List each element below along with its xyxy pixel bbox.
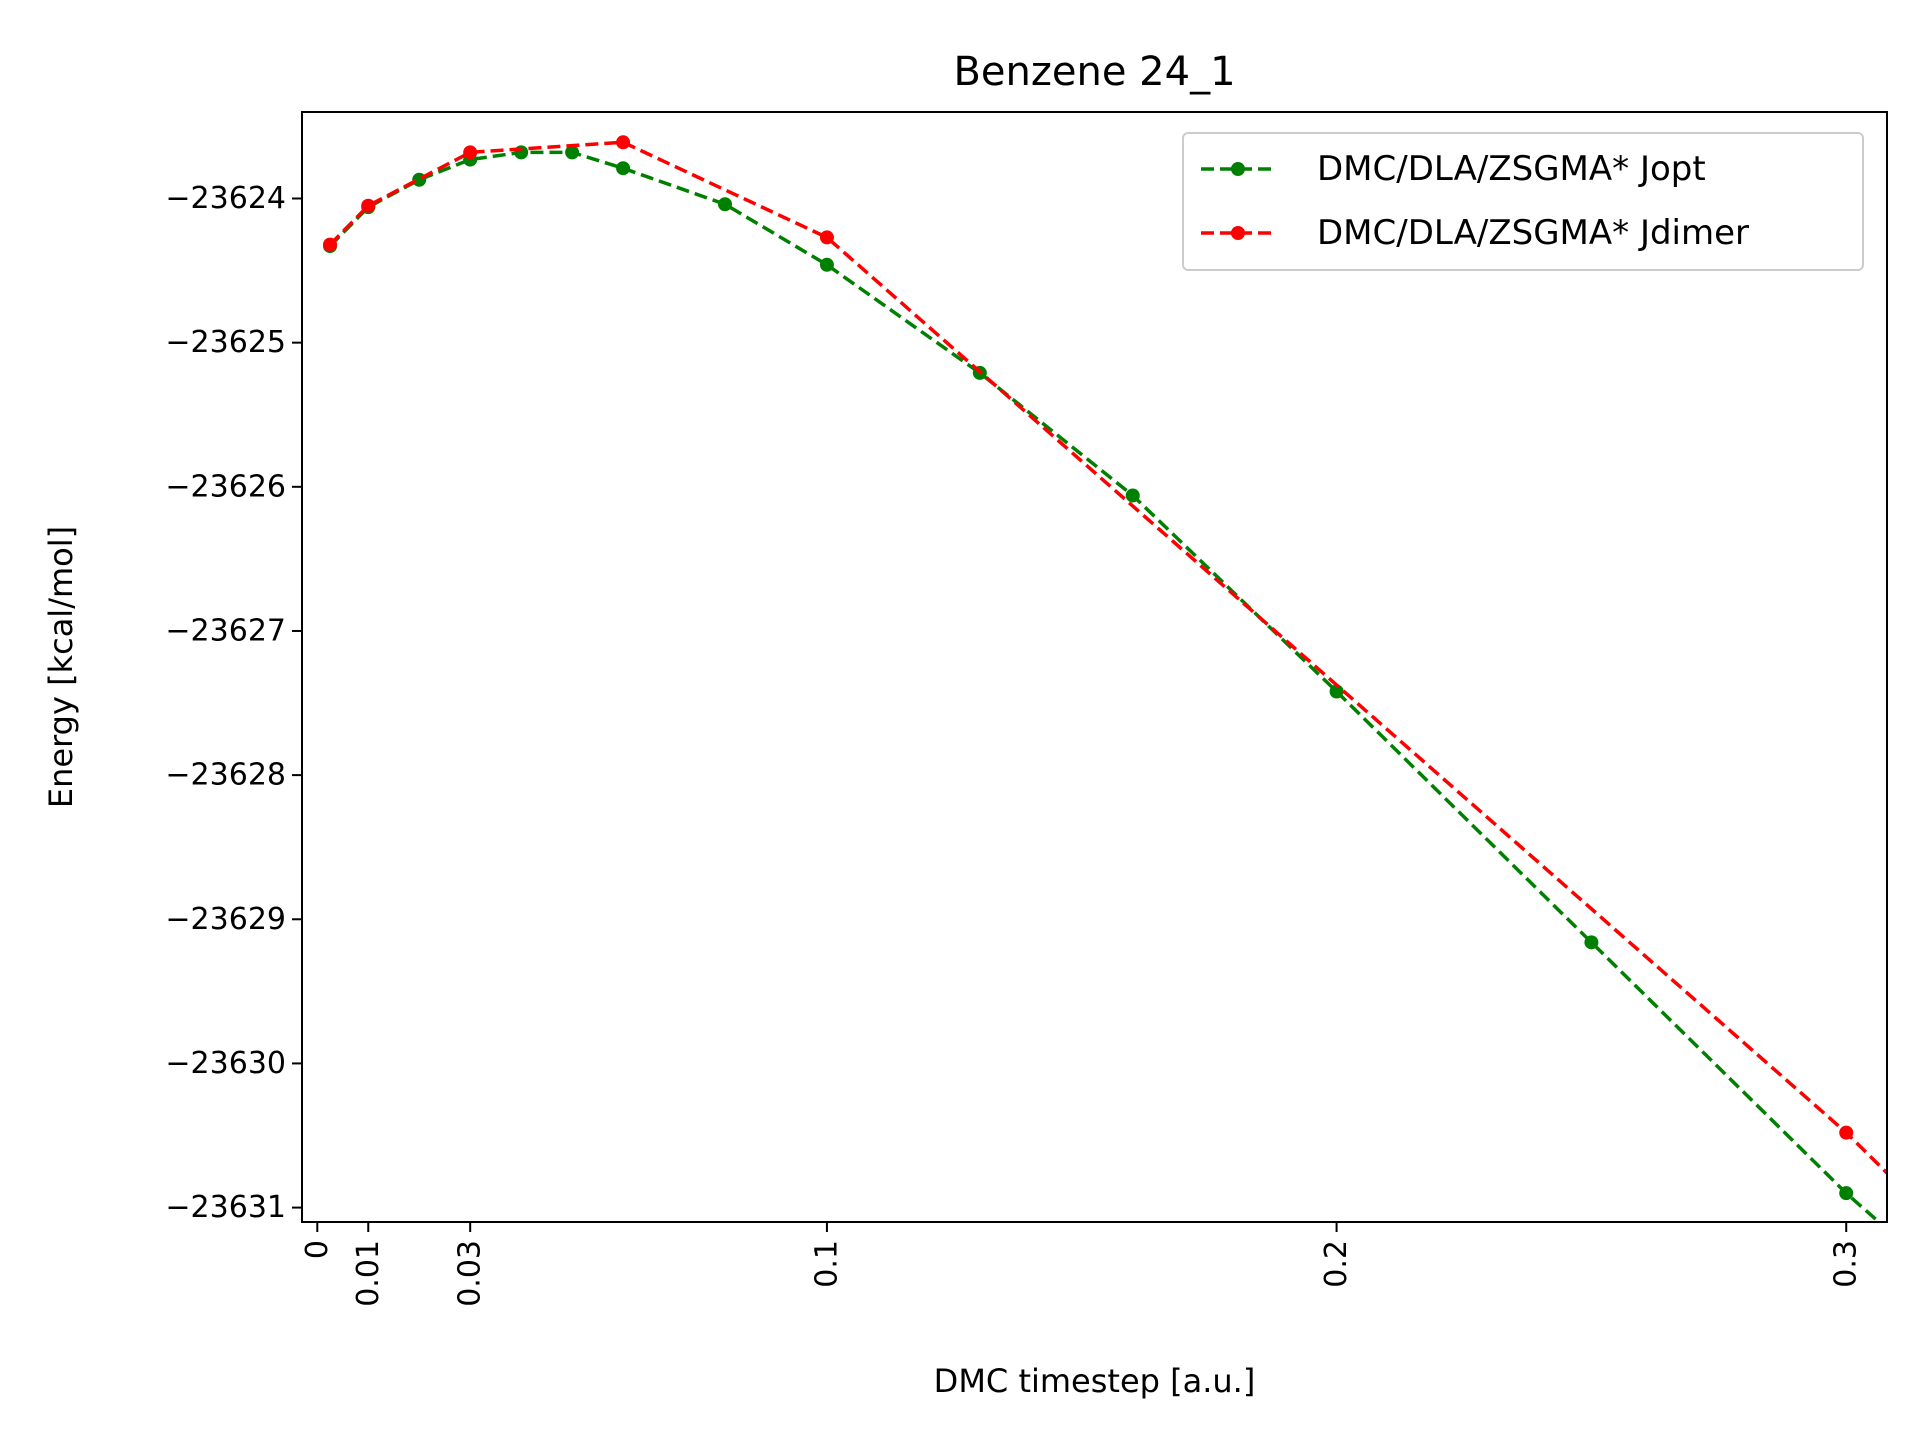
x-tick-label: 0.01 [351, 1240, 386, 1307]
series-line [328, 140, 1887, 1175]
legend-entry: DMC/DLA/ZSGMA* Jdimer [1201, 213, 1749, 253]
data-point [1329, 684, 1344, 699]
x-tick-label: 0.3 [1829, 1240, 1864, 1288]
data-point [819, 230, 834, 245]
y-tick-label: −23624 [165, 181, 286, 216]
chart-title: Benzene 24_1 [953, 49, 1235, 95]
data-point [463, 145, 478, 160]
y-tick-label: −23631 [165, 1190, 286, 1225]
data-point [616, 161, 631, 176]
y-tick-label: −23628 [165, 758, 286, 793]
data-point [323, 237, 338, 252]
x-tick-label: 0 [300, 1240, 335, 1259]
plot-frame [301, 111, 1888, 1223]
data-point [616, 135, 631, 150]
data-point [1125, 488, 1140, 503]
y-tick-label: −23629 [165, 902, 286, 937]
x-tick-label: 0.1 [809, 1240, 844, 1288]
y-tick-label: −23626 [165, 469, 286, 504]
legend-entry: DMC/DLA/ZSGMA* Jopt [1201, 149, 1706, 189]
data-point [718, 197, 733, 212]
y-tick-label: −23625 [165, 325, 286, 360]
y-tick-label: −23627 [165, 613, 286, 648]
legend-marker [1231, 226, 1245, 240]
legend-marker [1231, 162, 1245, 176]
legend-label: DMC/DLA/ZSGMA* Jopt [1317, 149, 1706, 189]
data-point [361, 198, 376, 213]
data-point [1839, 1125, 1854, 1140]
series-jopt [323, 145, 1882, 1222]
data-point [565, 145, 580, 160]
y-axis-label: Energy [kcal/mol] [42, 526, 80, 808]
y-tick-label: −23630 [165, 1046, 286, 1081]
data-point [1584, 935, 1599, 950]
data-point [1839, 1186, 1854, 1201]
series-line [328, 150, 1882, 1222]
series-jdimer [323, 135, 1887, 1175]
x-axis: 0 0.01 0.03 0.1 0.2 0.3 [300, 1222, 1864, 1307]
plot-area [323, 135, 1887, 1222]
legend-box [1182, 132, 1864, 271]
legend: DMC/DLA/ZSGMA* Jopt DMC/DLA/ZSGMA* Jdimer [1182, 132, 1864, 271]
legend-label: DMC/DLA/ZSGMA* Jdimer [1317, 213, 1749, 253]
x-tick-label: 0.2 [1319, 1240, 1354, 1288]
data-point [819, 257, 834, 272]
y-axis: −23624 −23625 −23626 −23627 −23628 −23629 −236… [165, 181, 302, 1225]
x-tick-label: 0.03 [453, 1240, 488, 1307]
x-axis-label: DMC timestep [a.u.] [934, 1362, 1256, 1400]
